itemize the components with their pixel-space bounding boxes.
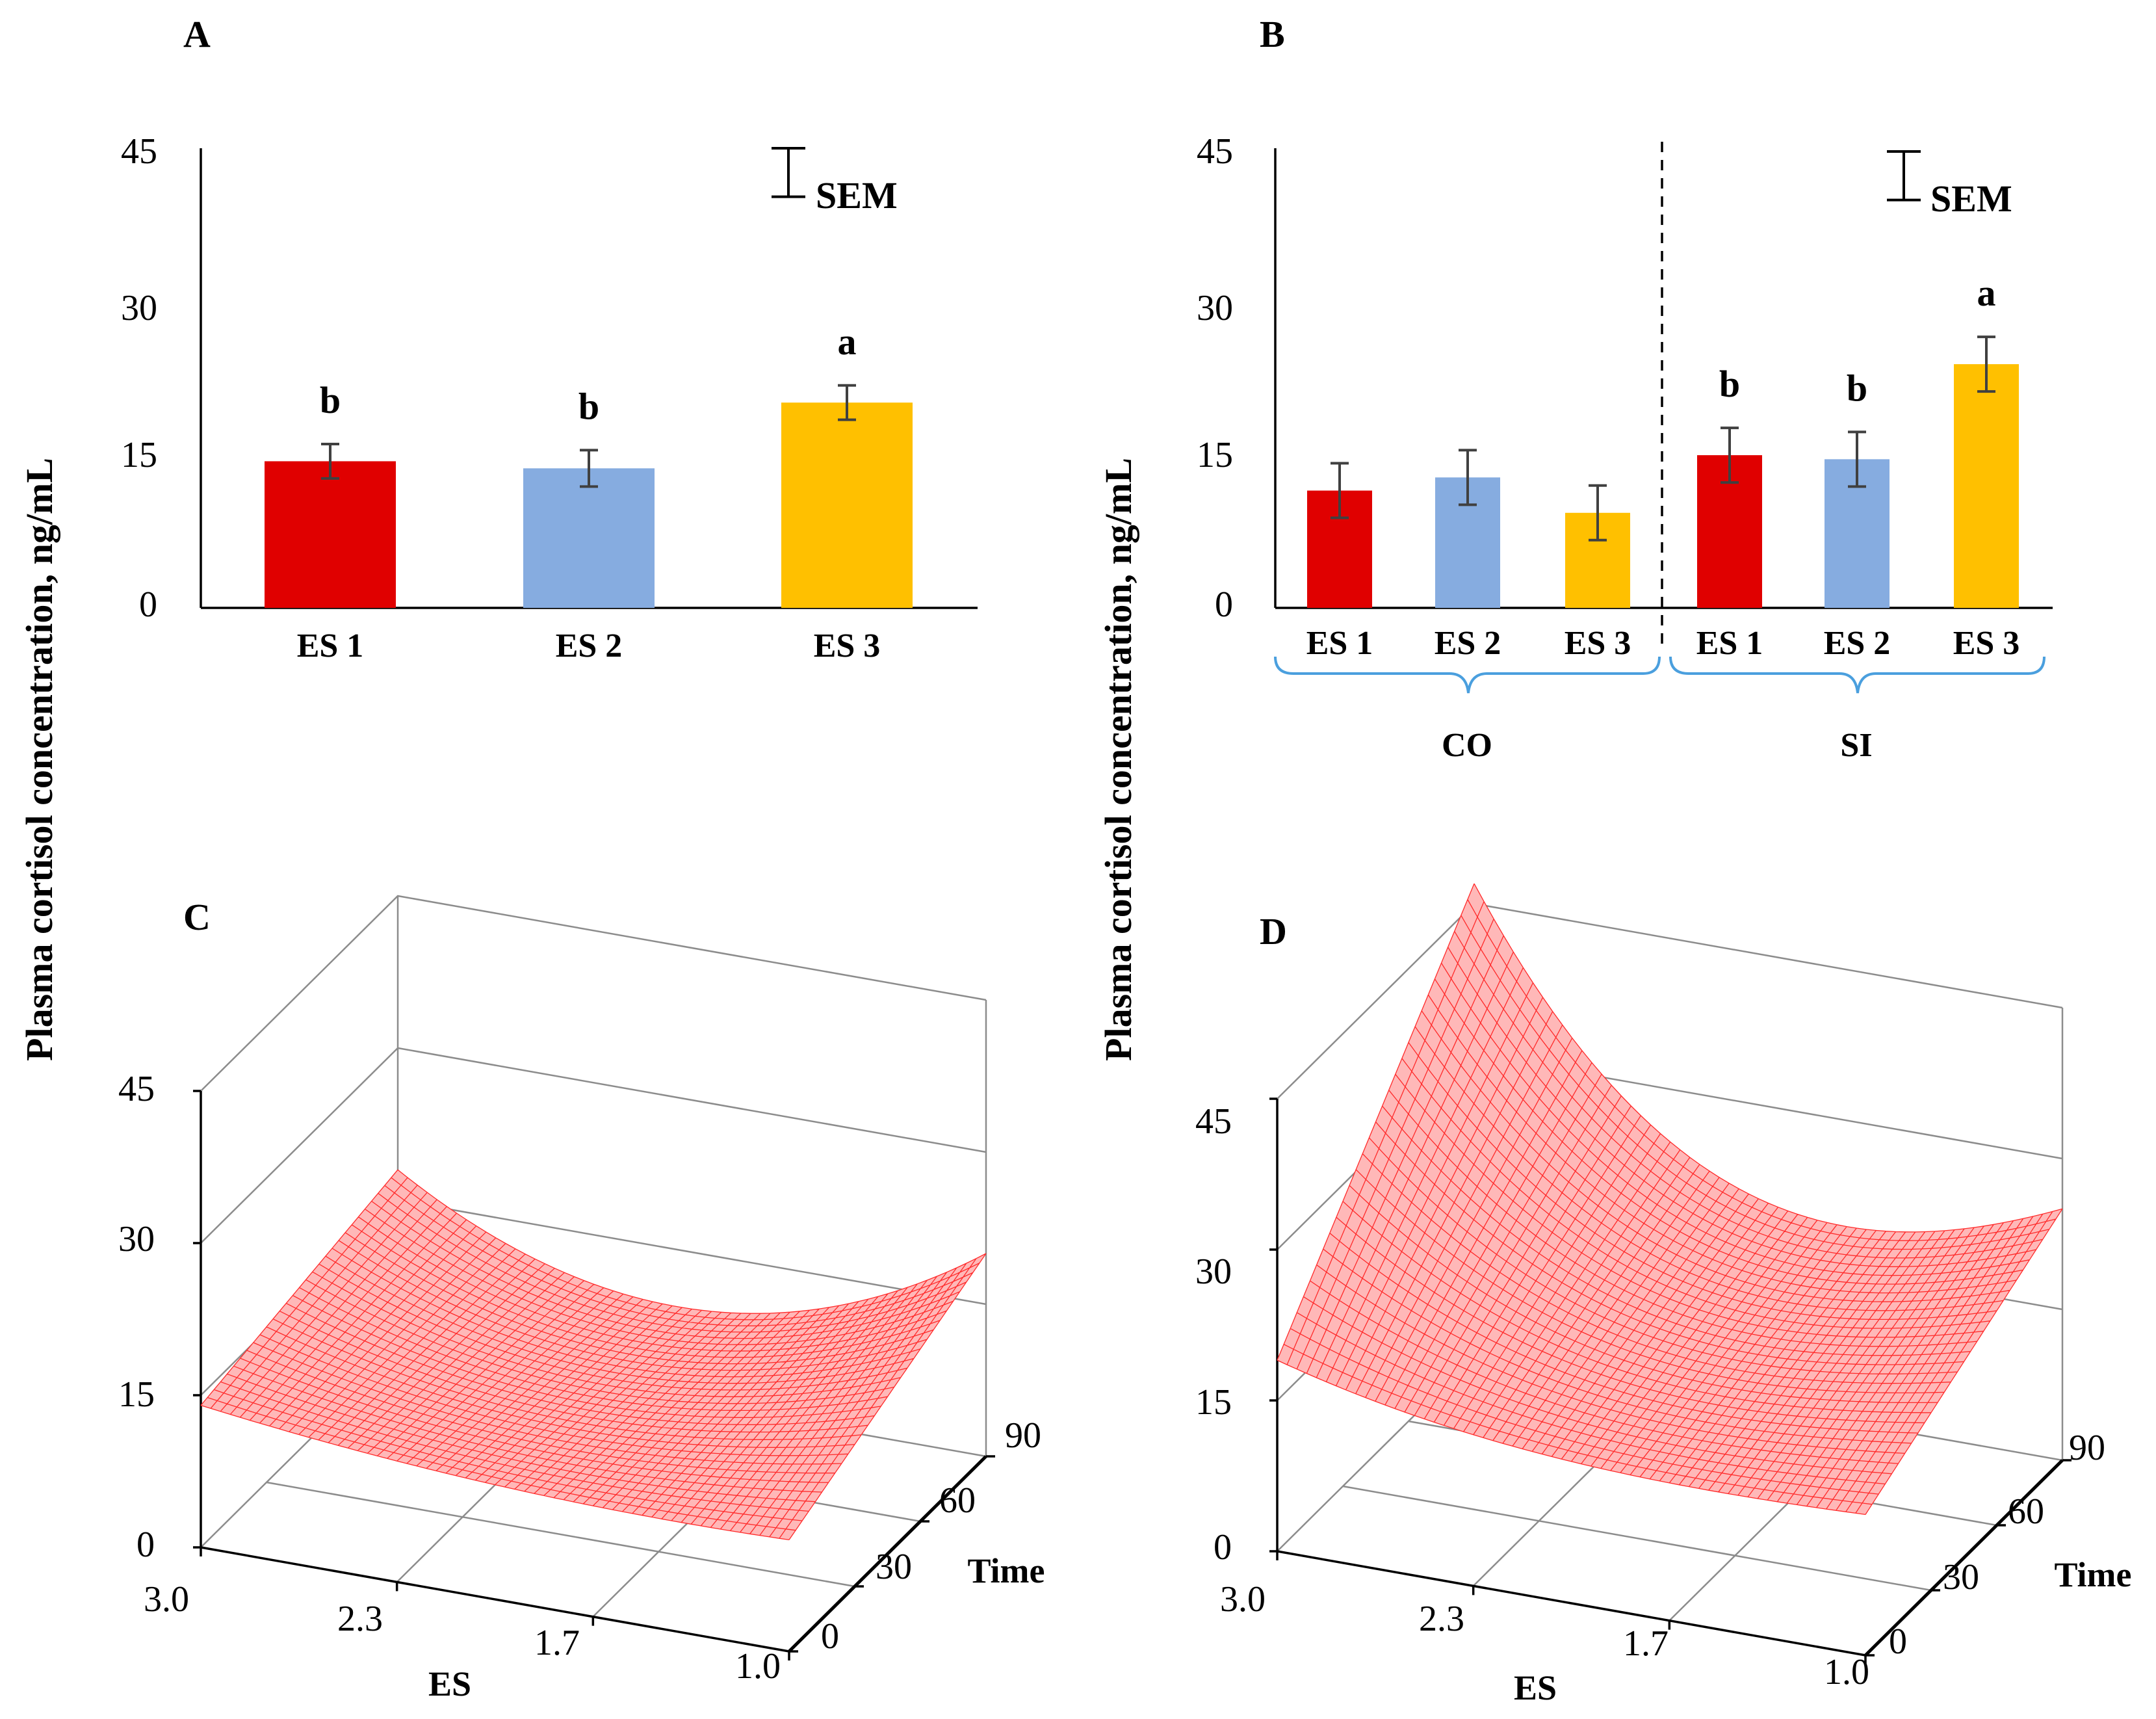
panel-a-ytick-30: 30 [121,288,157,328]
panel-b-bar-chart: 45 30 15 0 b ba ES 1 ES 2 ES 3 ES 1 ES 2 … [1197,131,2053,764]
panel-d-surface-chart: 45 30 15 0 3.0 2.3 1.7 1.0 0 30 60 90 ES… [1195,883,2132,1707]
panel-c-label: C [183,896,211,938]
panel-a-bar-es3 [781,402,913,608]
panel-b-sem-label: SEM [1930,177,2012,220]
si-group-bracket [1669,656,2046,694]
co-group-label: CO [1442,727,1492,764]
panel-d-ztick-0: 0 [1214,1527,1232,1568]
panel-d-es-axis-title: ES [1514,1668,1557,1707]
panel-c-timetick-30: 30 [876,1547,912,1587]
panel-c-ztick-45: 45 [118,1069,155,1109]
panel-c-xtick-2.3: 2.3 [337,1599,383,1639]
panel-a-sem-label: SEM [816,174,898,217]
panel-a-ytick-0: 0 [139,584,157,625]
panel-a-sig-es1: b [320,379,341,421]
panel-c-ticks [193,1090,995,1660]
panel-c-timetick-60: 60 [939,1480,976,1521]
panel-b-errorbar-si-es3 [1977,335,1995,393]
panel-c-ztick-30: 30 [118,1219,155,1259]
panel-d-surface-mesh [1277,883,2063,1516]
panel-b-errorbar-co-es1 [1331,462,1349,519]
panel-c-time-axis-title: Time [968,1551,1045,1590]
panel-a-xtick-es2: ES 2 [556,627,623,664]
y-axis-title-left: Plasma cortisol concentration, ng/mL [18,458,60,1061]
panel-b-label: B [1260,13,1285,55]
y-axis-title-right: Plasma cortisol concentration, ng/mL [1097,458,1139,1061]
panel-a-ytick-45: 45 [121,131,157,172]
panel-b-xtick-co-es3: ES 3 [1565,625,1631,662]
co-group-bracket [1274,656,1661,694]
panel-b-errorbar-co-es3 [1589,484,1607,542]
panel-a-sem-bar [772,147,805,198]
panel-d-timetick-0: 0 [1889,1621,1907,1662]
panel-c-ztick-0: 0 [136,1525,155,1565]
panel-d-ticks [1269,1097,2072,1664]
panel-c-xtick-1.0: 1.0 [735,1646,781,1686]
panel-a-xtick-es3: ES 3 [814,627,881,664]
panel-d-timetick-90: 90 [2069,1428,2105,1468]
panel-b-errorbar-si-es2 [1848,430,1866,488]
panel-a-errorbar-es1 [321,443,339,480]
panel-a-bar-es2 [523,468,655,608]
panel-d-xtick-2.3: 2.3 [1419,1599,1464,1639]
panel-b-sig-si-es3: a [1977,272,1996,314]
panel-d-ztick-45: 45 [1195,1101,1232,1142]
panel-a-errorbar-es2 [580,449,598,488]
panel-d-time-axis-title: Time [2055,1555,2132,1594]
panel-c-timetick-0: 0 [821,1616,839,1657]
panel-d-label: D [1260,910,1287,952]
panel-c-gridlines [200,895,987,1618]
panel-c-timetick-90: 90 [1005,1415,1041,1456]
panel-b-sig-si-es2: b [1847,367,1867,409]
panel-c-xtick-3.0: 3.0 [144,1579,189,1620]
panel-d-xtick-1.0: 1.0 [1824,1652,1869,1692]
panel-a-label: A [183,13,211,55]
panel-d-xtick-1.7: 1.7 [1623,1623,1669,1664]
si-group-label: SI [1840,727,1872,764]
panel-b-sig-si-es1: b [1719,363,1740,405]
panel-d-ztick-15: 15 [1195,1382,1232,1423]
panel-b-bar-si-es3 [1954,364,2019,608]
panel-b-xtick-co-es2: ES 2 [1435,625,1501,662]
panel-c-ztick-15: 15 [118,1374,155,1415]
panel-a-errorbar-es3 [838,384,856,421]
panel-a-sig-es3: a [838,321,857,363]
panel-c-surface-mesh [200,1169,987,1541]
panel-a-sig-es2: b [578,385,599,427]
panel-a-xtick-es1: ES 1 [297,627,364,664]
panel-a-ytick-15: 15 [121,435,157,475]
panel-d-timetick-60: 60 [2008,1491,2044,1532]
panel-d-timetick-30: 30 [1943,1557,1979,1597]
panel-d-ztick-30: 30 [1195,1252,1232,1292]
panel-b-xtick-si-es1: ES 1 [1696,625,1763,662]
panel-b-ytick-45: 45 [1197,131,1233,172]
panel-d-time-axis [1864,1459,2064,1657]
panel-b-xtick-si-es2: ES 2 [1824,625,1891,662]
panel-b-errorbar-co-es2 [1459,449,1477,506]
panel-c-time-axis [788,1455,987,1653]
panel-c-surface-chart: 45 30 15 0 3.0 2.3 1.7 1.0 0 30 60 90 ES… [118,895,1045,1703]
panel-b-ytick-15: 15 [1197,435,1233,475]
panel-b-sem-bar [1887,150,1921,202]
panel-b-ytick-0: 0 [1215,584,1233,625]
panel-b-ytick-30: 30 [1197,288,1233,328]
panel-b-xtick-co-es1: ES 1 [1306,625,1373,662]
panel-c-xtick-1.7: 1.7 [534,1623,580,1663]
panel-a-bar-es1 [265,461,396,608]
panel-b-xtick-si-es3: ES 3 [1953,625,2020,662]
panel-b-errorbar-si-es1 [1721,426,1739,484]
panel-c-es-axis-title: ES [428,1664,471,1703]
panel-a-bar-chart: 45 30 15 0 b b a ES 1 ES 2 ES 3 SEM [121,131,978,664]
panel-d-xtick-3.0: 3.0 [1220,1579,1266,1620]
